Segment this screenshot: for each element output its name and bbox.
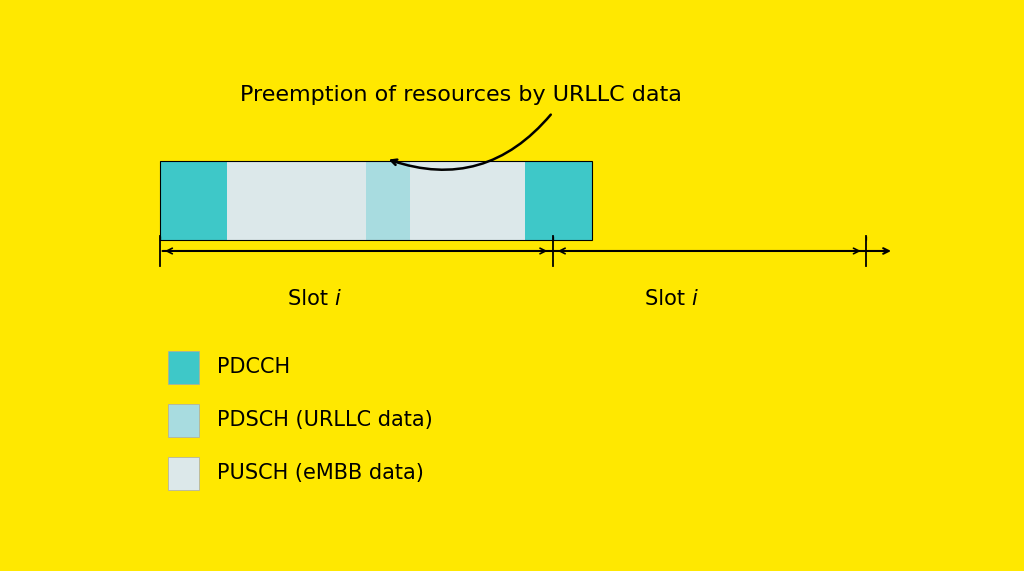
Text: PDCCH: PDCCH xyxy=(217,357,290,377)
Bar xyxy=(168,404,200,437)
Text: Preemption of resources by URLLC data: Preemption of resources by URLLC data xyxy=(241,85,682,105)
Bar xyxy=(168,457,200,489)
Bar xyxy=(524,161,592,240)
Bar xyxy=(227,161,367,240)
Text: Slot: Slot xyxy=(288,289,334,309)
Bar xyxy=(367,161,410,240)
Bar xyxy=(410,161,525,240)
Text: PUSCH (eMBB data): PUSCH (eMBB data) xyxy=(217,463,424,483)
Bar xyxy=(168,351,200,384)
Text: i: i xyxy=(691,289,697,309)
Text: PDSCH (URLLC data): PDSCH (URLLC data) xyxy=(217,410,432,431)
Bar xyxy=(160,161,592,240)
Bar xyxy=(160,161,227,240)
Text: Slot: Slot xyxy=(645,289,691,309)
Text: i: i xyxy=(334,289,340,309)
